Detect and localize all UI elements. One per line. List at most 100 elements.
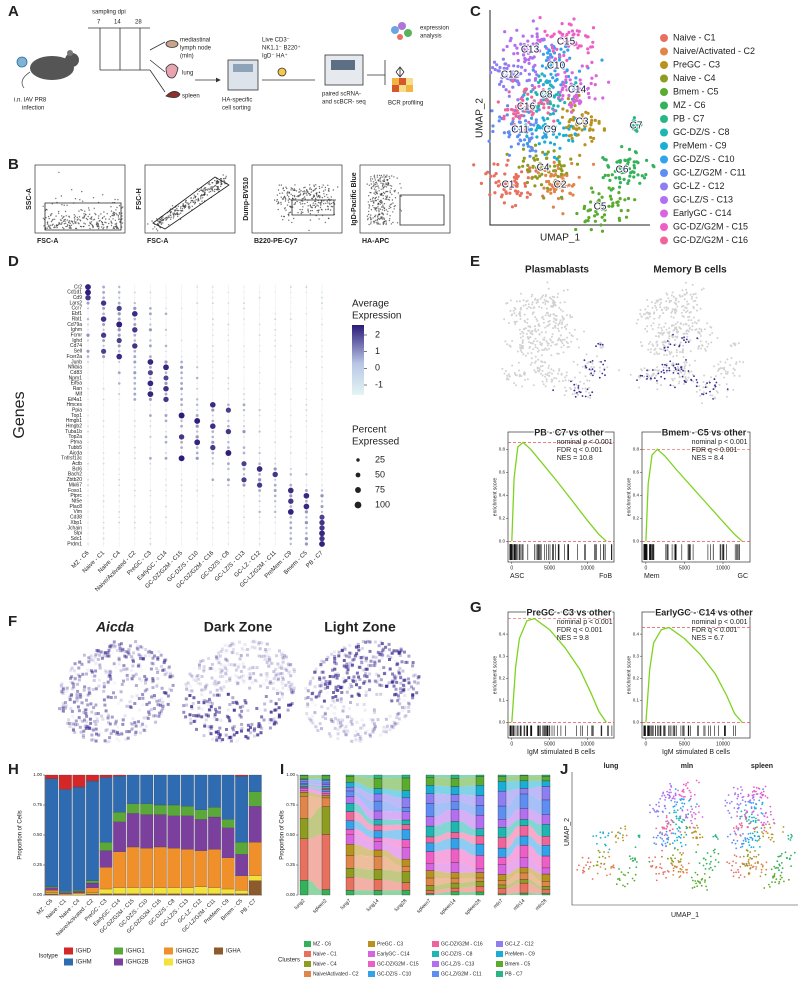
flow-event: [370, 187, 373, 190]
cell-point: [566, 323, 569, 326]
expression-dot: [87, 484, 89, 487]
flow-event: [283, 197, 285, 199]
expression-dot: [196, 313, 198, 315]
flow-event: [213, 190, 216, 193]
spot: [81, 720, 85, 723]
cell-point: [536, 104, 541, 108]
expression-dot: [258, 296, 261, 299]
cell-point: [527, 169, 532, 173]
spot: [242, 665, 246, 669]
cluster-label: C6: [616, 165, 629, 176]
cell-point: [553, 169, 558, 173]
cell-point: [680, 371, 683, 374]
cell-point: [520, 375, 523, 377]
expression-dot: [196, 463, 198, 465]
expression-dot: [118, 543, 120, 545]
spot: [78, 725, 82, 729]
expression-dot: [227, 345, 230, 347]
gene-label: Bach2: [68, 472, 82, 478]
expression-dot: [305, 350, 308, 353]
panel-a-bcr-icon: [392, 78, 413, 92]
expression-dot: [211, 457, 214, 460]
cell-point: [504, 88, 508, 92]
spot: [141, 696, 145, 700]
flow-event: [386, 213, 388, 215]
cell-point: [531, 42, 535, 46]
flow-event: [383, 221, 386, 223]
spot: [90, 733, 94, 737]
flow-event: [78, 210, 80, 212]
cell-point: [670, 325, 673, 327]
cell-point: [553, 300, 555, 303]
expression-dot: [289, 526, 293, 530]
cell-point: [575, 96, 579, 100]
flow-event: [117, 216, 120, 218]
cell-point: [679, 327, 681, 330]
legend-swatch: [660, 209, 668, 218]
expression-dot: [259, 302, 261, 304]
cell-point: [663, 346, 666, 349]
flow-event: [71, 189, 73, 191]
expression-dot: [258, 446, 261, 449]
gene-label: Jchain: [68, 525, 83, 531]
expression-dot: [305, 479, 307, 481]
flow-event: [377, 217, 379, 220]
axis-label: IgM stimulated B cells: [662, 749, 731, 756]
axis-end-label: GC: [738, 573, 749, 580]
flow-event: [377, 203, 379, 206]
flow-event: [380, 182, 382, 184]
cell-point: [552, 149, 556, 153]
y-tick-label: 0.3: [633, 653, 640, 658]
cell-point: [650, 375, 653, 378]
cell-point: [611, 201, 615, 205]
spot: [160, 686, 164, 690]
flow-event: [73, 216, 76, 219]
expression-dot: [243, 339, 245, 342]
expression-dot: [211, 334, 214, 337]
expression-dot: [227, 467, 230, 471]
cell-point: [696, 303, 699, 306]
expression-dot: [196, 339, 198, 342]
expression-dot: [163, 385, 169, 392]
flow-event: [312, 202, 315, 204]
x-tick-label: 10000: [581, 565, 595, 571]
spot: [192, 720, 196, 723]
flow-event: [378, 209, 380, 212]
flow-event: [373, 207, 375, 209]
expression-dot: [243, 532, 245, 535]
axis-label: Dump-BV510: [243, 177, 250, 221]
cell-point: [550, 380, 553, 383]
cell-point: [663, 331, 666, 334]
y-tick-label: 0.0: [499, 538, 506, 543]
expression-dot: [196, 537, 198, 540]
cell-point: [543, 122, 547, 127]
cell-point: [529, 90, 533, 94]
cell-point: [534, 154, 538, 158]
cell-point: [547, 347, 550, 350]
expression-dot: [305, 372, 307, 374]
cell-point: [513, 321, 516, 324]
spot: [278, 649, 281, 653]
statistic: FDR q < 0.001: [557, 447, 603, 454]
cell-point: [674, 302, 677, 305]
spot: [90, 710, 94, 714]
expression-dot: [118, 436, 120, 438]
cell-point: [567, 183, 571, 187]
cell-point: [646, 325, 649, 328]
spot: [105, 728, 109, 732]
cell-point: [646, 298, 649, 301]
spot: [136, 687, 139, 690]
expression-dot: [102, 377, 105, 379]
cell-point: [680, 368, 683, 370]
flow-event: [168, 224, 170, 226]
cell-point: [621, 166, 626, 170]
flow-event: [108, 218, 110, 220]
cell-point: [548, 296, 551, 299]
cell-point: [650, 301, 653, 304]
expression-dot: [118, 500, 120, 502]
cluster-label: C13: [521, 45, 540, 56]
spot: [75, 699, 79, 703]
cell-point: [577, 346, 580, 349]
cell-point: [564, 376, 566, 379]
expression-dot: [196, 479, 198, 481]
